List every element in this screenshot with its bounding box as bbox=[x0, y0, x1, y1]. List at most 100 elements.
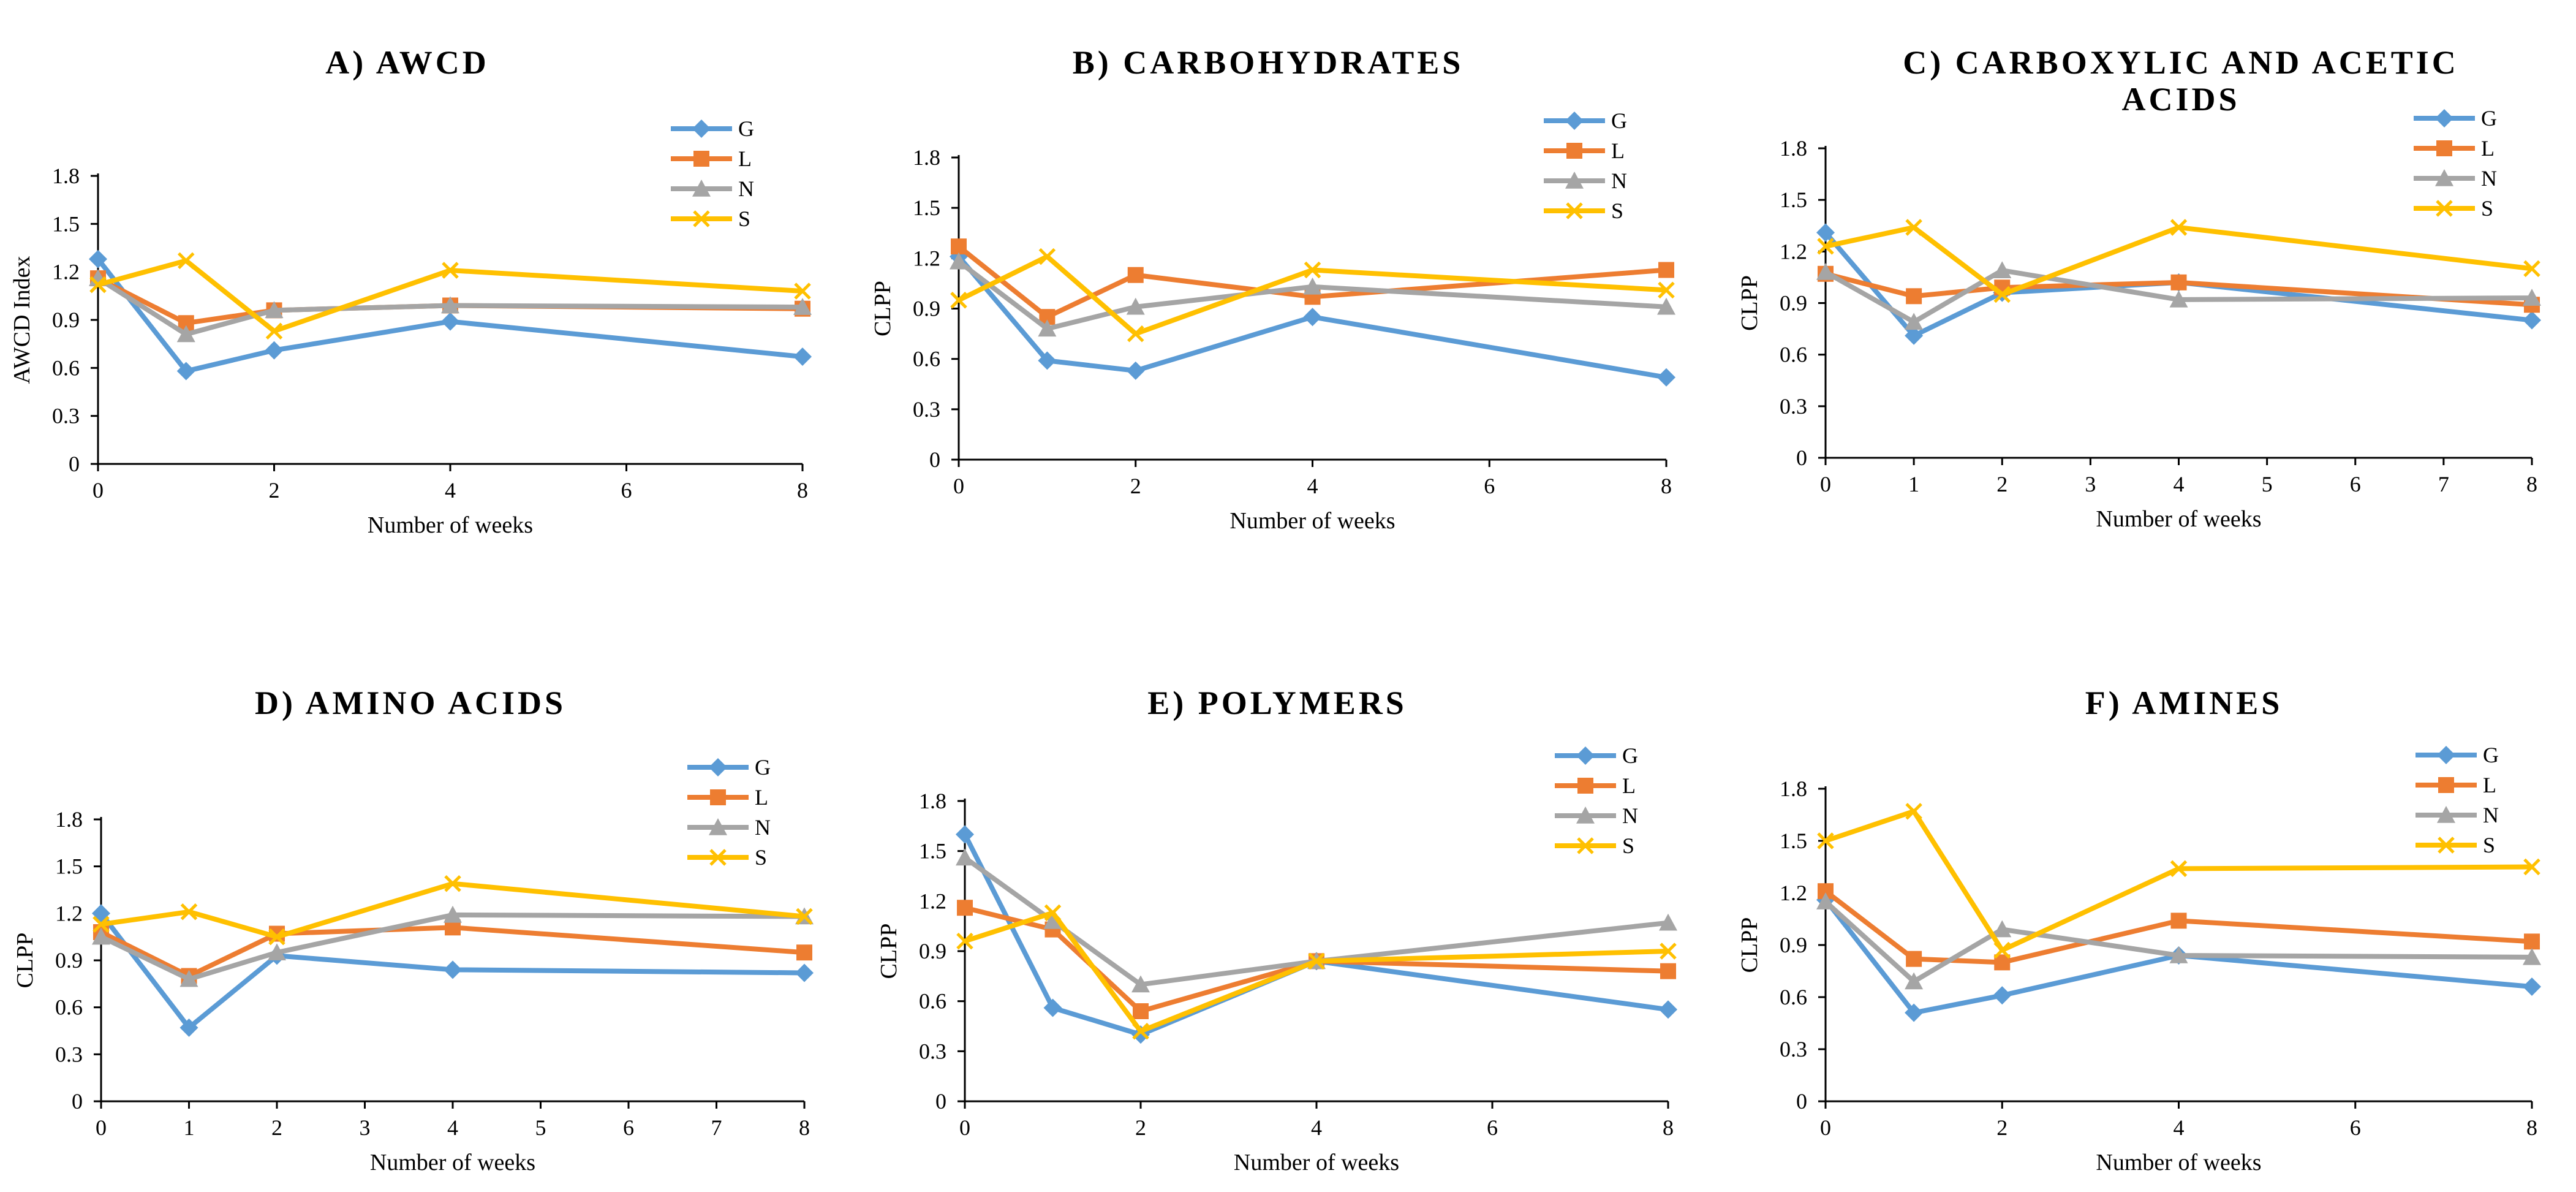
legend-item-L: L bbox=[1544, 139, 1625, 163]
x-tick-label: 0 bbox=[953, 474, 964, 498]
y-axis-label: CLPP bbox=[1737, 917, 1762, 973]
y-tick-label: 1.2 bbox=[1780, 239, 1807, 264]
series-S bbox=[93, 875, 813, 946]
x-axis-label: Number of weeks bbox=[2096, 1150, 2261, 1175]
legend-label: S bbox=[1622, 833, 1634, 858]
chart-panel-5: E) POLYMERS 0 0.3 0.6 0.9 1.2 1.5 1.8 0 2 4 6 8 Numbe… bbox=[876, 685, 1677, 1175]
y-tick-label: 1.5 bbox=[1780, 829, 1807, 853]
legend-marker-N bbox=[709, 818, 727, 835]
y-tick-label: 0 bbox=[69, 452, 80, 476]
x-tick-label: 1 bbox=[1908, 472, 1919, 496]
legend-item-N: N bbox=[2414, 166, 2497, 191]
data-point-G bbox=[1657, 368, 1675, 387]
data-point-L bbox=[2170, 913, 2187, 929]
legend-label: S bbox=[755, 845, 767, 870]
y-tick-label: 1.2 bbox=[913, 246, 940, 270]
x-tick-label: 7 bbox=[2438, 472, 2449, 496]
legend-label: G bbox=[1611, 108, 1627, 133]
y-tick-label: 0.9 bbox=[913, 297, 940, 321]
x-marker-stroke bbox=[1044, 904, 1062, 922]
legend-label: L bbox=[1611, 139, 1625, 163]
chart-title: E) POLYMERS bbox=[1147, 685, 1407, 721]
chart-title: C) CARBOXYLIC AND ACETIC bbox=[1903, 44, 2459, 81]
y-axis-label: CLPP bbox=[876, 924, 902, 979]
data-point-G bbox=[2523, 311, 2541, 330]
series-S bbox=[956, 904, 1677, 1040]
x-tick-label: 2 bbox=[1996, 472, 2008, 496]
x-axis-label: Number of weeks bbox=[370, 1150, 535, 1175]
x-marker-stroke bbox=[1132, 1022, 1149, 1040]
series-L bbox=[1818, 883, 2540, 971]
y-tick-label: 0.3 bbox=[1780, 394, 1807, 419]
data-point-G bbox=[176, 362, 195, 381]
series-N bbox=[89, 269, 812, 343]
legend-marker-N bbox=[2435, 169, 2453, 186]
chart-title: F) AMINES bbox=[2085, 685, 2283, 721]
legend-label: G bbox=[2481, 106, 2497, 131]
y-tick-label: 1.2 bbox=[919, 889, 946, 913]
legend-item-G: G bbox=[2415, 743, 2499, 767]
y-tick-label: 0.6 bbox=[1780, 343, 1807, 367]
y-tick-label: 0 bbox=[1796, 446, 1807, 470]
data-point-L bbox=[796, 944, 812, 961]
x-tick-label: 3 bbox=[360, 1115, 371, 1140]
legend-label: L bbox=[755, 785, 768, 810]
x-axis-label: Number of weeks bbox=[1234, 1150, 1399, 1175]
y-tick-label: 1.8 bbox=[913, 145, 940, 170]
x-axis-label: Number of weeks bbox=[2096, 506, 2261, 532]
legend-marker-S bbox=[1577, 837, 1594, 854]
x-axis-label: Number of weeks bbox=[1229, 508, 1395, 534]
y-tick-label: 0 bbox=[1796, 1089, 1807, 1114]
data-point-S bbox=[950, 292, 967, 309]
x-marker-stroke bbox=[1658, 281, 1675, 299]
x-marker-stroke bbox=[180, 903, 198, 921]
data-point-N bbox=[1131, 975, 1150, 993]
legend-label: L bbox=[2483, 773, 2496, 797]
data-point-S bbox=[794, 283, 811, 300]
x-tick-label: 8 bbox=[2526, 472, 2537, 496]
data-point-N bbox=[2169, 946, 2188, 963]
legend-marker-S bbox=[2438, 837, 2455, 854]
y-axis-label: AWCD Index bbox=[9, 256, 35, 384]
data-point-N bbox=[179, 970, 198, 987]
data-point-G bbox=[89, 249, 107, 268]
data-point-S bbox=[796, 908, 813, 925]
y-tick-label: 0.9 bbox=[919, 939, 946, 963]
x-marker-stroke bbox=[1304, 261, 1321, 279]
x-tick-label: 8 bbox=[799, 1115, 810, 1140]
data-point-S bbox=[442, 262, 459, 279]
x-tick-label: 2 bbox=[271, 1115, 282, 1140]
chart-panel-4: D) AMINO ACIDS 0 0.3 0.6 0.9 1.2 1.5 1.8 0 1 2 3 4 5 6… bbox=[12, 685, 814, 1175]
y-axis-label: CLPP bbox=[12, 933, 38, 989]
legend-label: N bbox=[1611, 169, 1627, 193]
series-line-S bbox=[1824, 808, 2533, 953]
series-N bbox=[1816, 892, 2541, 990]
y-tick-label: 1.5 bbox=[1780, 188, 1807, 212]
legend-marker-S bbox=[709, 849, 727, 866]
data-point-S bbox=[956, 932, 973, 950]
legend-item-G: G bbox=[671, 116, 754, 141]
legend-label: S bbox=[738, 207, 750, 231]
data-point-G bbox=[1038, 351, 1057, 370]
x-marker-stroke bbox=[1660, 943, 1677, 960]
data-point-S bbox=[2523, 858, 2540, 876]
legend-item-G: G bbox=[2414, 106, 2497, 131]
chart-title: A) AWCD bbox=[325, 44, 489, 81]
x-marker-stroke bbox=[444, 875, 461, 892]
legend-item-N: N bbox=[671, 177, 754, 201]
x-tick-label: 6 bbox=[2350, 472, 2361, 496]
x-marker-stroke bbox=[1308, 952, 1325, 970]
data-point-S bbox=[268, 928, 285, 946]
legend-label: N bbox=[2483, 803, 2499, 827]
data-point-S bbox=[89, 276, 107, 294]
y-tick-label: 0.6 bbox=[52, 355, 80, 380]
x-tick-label: 8 bbox=[1661, 474, 1672, 498]
legend-item-L: L bbox=[2414, 136, 2495, 161]
x-tick-label: 6 bbox=[1484, 474, 1495, 498]
chart-panel-2: B) CARBOHYDRATES 0 0.3 0.6 0.9 1.2 1.5 1.8 0 2 4 6 8… bbox=[870, 44, 1675, 534]
legend-label: S bbox=[1611, 199, 1623, 223]
